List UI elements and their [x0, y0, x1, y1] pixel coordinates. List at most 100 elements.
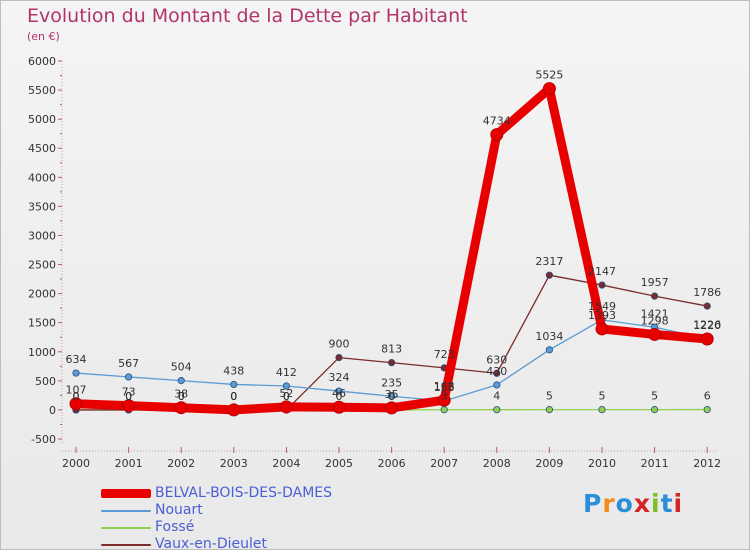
data-label: 900	[329, 338, 350, 351]
data-point	[546, 347, 552, 353]
y-tick-label: 6000	[28, 55, 56, 68]
data-label: 6	[704, 390, 711, 403]
legend-swatch	[101, 510, 151, 512]
data-label: 630	[486, 353, 507, 366]
data-label: 2147	[588, 265, 616, 278]
data-point	[73, 370, 79, 376]
logo-letter: x	[634, 489, 651, 518]
x-tick-label: 2002	[167, 457, 195, 470]
y-tick-label: 0	[49, 404, 56, 417]
legend-item: Nouart	[101, 502, 332, 519]
data-point	[388, 359, 394, 365]
y-tick-label: 1000	[28, 346, 56, 359]
legend-item: Vaux-en-Dieulet	[101, 536, 332, 553]
data-point	[704, 303, 710, 309]
data-point	[599, 282, 605, 288]
data-label: 723	[434, 348, 455, 361]
data-point	[651, 406, 657, 412]
data-label: 1957	[641, 276, 669, 289]
proxiti-logo: Proxiti	[583, 489, 683, 518]
legend-label: Fossé	[155, 519, 194, 536]
data-label: 1549	[588, 300, 616, 313]
data-label: 324	[329, 371, 350, 384]
data-label: 412	[276, 366, 297, 379]
y-tick-label: 4000	[28, 171, 56, 184]
data-point	[651, 293, 657, 299]
data-label: 0	[388, 390, 395, 403]
data-point	[228, 404, 240, 416]
data-label: 0	[230, 390, 237, 403]
data-point	[546, 272, 552, 278]
data-label: 504	[171, 361, 192, 374]
y-tick-label: 3500	[28, 200, 56, 213]
data-point	[441, 407, 447, 413]
data-label: 3	[441, 390, 448, 403]
data-point	[178, 377, 184, 383]
y-tick-label: 1500	[28, 317, 56, 330]
x-tick-label: 2012	[693, 457, 721, 470]
data-label: 634	[66, 353, 87, 366]
x-tick-label: 2009	[535, 457, 563, 470]
logo-letter: P	[583, 489, 602, 518]
data-label: 0	[125, 390, 132, 403]
data-label: 1226	[693, 319, 721, 332]
data-label: 0	[336, 390, 343, 403]
legend-item: BELVAL-BOIS-DES-DAMES	[101, 485, 332, 502]
data-point	[491, 129, 503, 141]
logo-letter: i	[674, 489, 684, 518]
x-tick-label: 2005	[325, 457, 353, 470]
data-label: 0	[73, 390, 80, 403]
x-tick-label: 2000	[62, 457, 90, 470]
legend-swatch	[101, 489, 151, 498]
y-tick-label: 2500	[28, 259, 56, 272]
data-point	[704, 406, 710, 412]
data-label: 5525	[535, 69, 563, 82]
data-label: 2317	[535, 255, 563, 268]
x-tick-label: 2007	[430, 457, 458, 470]
data-label: 567	[118, 357, 139, 370]
data-point	[546, 406, 552, 412]
data-label: 0	[178, 390, 185, 403]
data-point	[599, 406, 605, 412]
data-label: 1034	[535, 330, 563, 343]
legend-label: BELVAL-BOIS-DES-DAMES	[155, 485, 332, 502]
y-tick-label: 3000	[28, 229, 56, 242]
x-tick-label: 2011	[641, 457, 669, 470]
data-label: 5	[599, 390, 606, 403]
data-label: 1786	[693, 286, 721, 299]
data-point	[336, 354, 342, 360]
logo-letter: i	[651, 489, 661, 518]
data-label: 813	[381, 343, 402, 356]
data-point	[596, 323, 608, 335]
y-tick-label: 5500	[28, 84, 56, 97]
data-point	[494, 406, 500, 412]
data-label: 438	[223, 364, 244, 377]
data-point	[386, 402, 398, 414]
logo-letter: o	[616, 489, 634, 518]
data-label: 5	[651, 390, 658, 403]
data-point	[333, 401, 345, 413]
data-label: 430	[486, 365, 507, 378]
legend-item: Fossé	[101, 519, 332, 536]
data-point	[231, 381, 237, 387]
data-label: 1421	[641, 307, 669, 320]
x-tick-label: 2003	[220, 457, 248, 470]
x-tick-label: 2008	[483, 457, 511, 470]
data-label: 4	[493, 390, 500, 403]
legend-label: Vaux-en-Dieulet	[155, 536, 267, 553]
data-label: 0	[283, 390, 290, 403]
data-point	[701, 333, 713, 345]
x-tick-label: 2001	[115, 457, 143, 470]
data-label: 5	[546, 390, 553, 403]
data-point	[125, 374, 131, 380]
data-point	[175, 402, 187, 414]
y-tick-label: 4500	[28, 142, 56, 155]
data-point	[494, 382, 500, 388]
data-point	[543, 83, 555, 95]
y-tick-label: 5000	[28, 113, 56, 126]
y-tick-label: 2000	[28, 288, 56, 301]
data-label: 235	[381, 376, 402, 389]
